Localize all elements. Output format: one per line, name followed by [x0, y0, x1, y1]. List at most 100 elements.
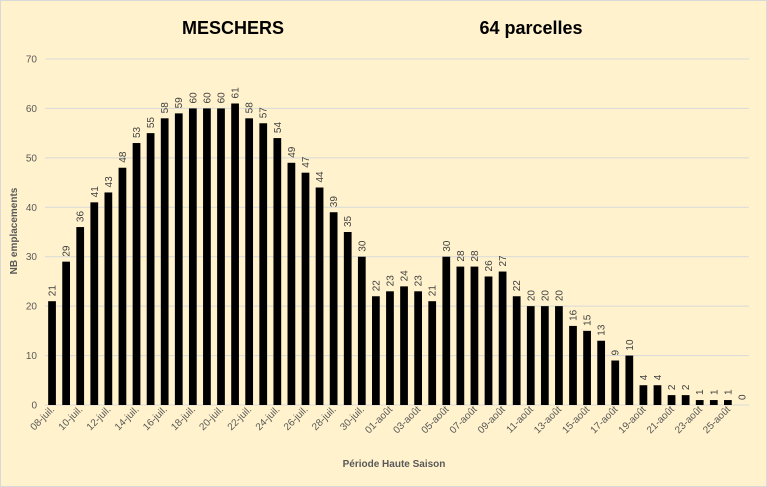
bar: [414, 291, 422, 405]
bar: [132, 143, 141, 405]
x-tick-label: 28-juil.: [310, 404, 339, 433]
bar: [442, 256, 451, 405]
chart-subtitle: 64 parcelles: [479, 18, 582, 38]
bar: [709, 400, 718, 405]
bar: [681, 395, 690, 405]
bar: [583, 330, 591, 405]
y-tick-label: 10: [26, 351, 38, 362]
data-label: 23: [414, 275, 425, 287]
data-label: 13: [597, 324, 608, 336]
bar: [301, 172, 310, 405]
data-label: 36: [76, 210, 87, 222]
data-label: 1: [709, 389, 720, 395]
data-label: 35: [343, 215, 354, 227]
data-label: 4: [639, 374, 650, 380]
x-tick-label: 16-juil.: [141, 404, 170, 433]
data-label: 30: [442, 240, 453, 252]
data-label: 59: [174, 97, 185, 109]
data-label: 57: [259, 107, 270, 119]
bar: [329, 212, 338, 405]
data-label: 58: [160, 102, 171, 114]
x-tick-label: 07-août: [448, 404, 480, 436]
data-label: 0: [737, 394, 748, 400]
x-tick-label: 11-août: [505, 404, 536, 435]
data-label: 48: [118, 151, 129, 163]
data-label: 20: [540, 290, 551, 302]
data-label: 55: [146, 117, 157, 129]
x-tick-label: 24-juil.: [254, 404, 283, 433]
x-tick-label: 23-août: [673, 404, 705, 436]
bar: [653, 385, 662, 405]
data-label: 1: [723, 389, 734, 395]
y-tick-label: 20: [26, 302, 38, 313]
bar: [611, 360, 620, 405]
bar: [639, 385, 648, 405]
x-tick-label: 10-juil.: [57, 404, 86, 433]
data-label: 24: [400, 270, 411, 282]
bar: [118, 167, 127, 405]
y-tick-label: 60: [26, 104, 38, 115]
bar: [456, 266, 465, 405]
data-label: 29: [62, 245, 73, 257]
y-tick-label: 70: [26, 55, 38, 66]
data-label: 2: [681, 384, 692, 390]
bar: [174, 113, 183, 405]
x-axis-ticks: 08-juil. 10-juil. 12-juil. 14-juil. 16-juil.…: [29, 404, 734, 436]
bar: [498, 271, 507, 405]
x-tick-label: 01-août: [363, 404, 395, 436]
x-tick-label: 20-juil.: [198, 404, 227, 433]
bar: [160, 118, 169, 406]
data-label: 30: [357, 240, 368, 252]
y-tick-label: 30: [26, 252, 38, 263]
x-tick-label: 17-août: [589, 404, 621, 436]
data-label: 22: [512, 280, 523, 292]
data-label: 10: [625, 339, 636, 351]
data-label: 28: [456, 250, 467, 262]
data-label: 61: [231, 87, 242, 99]
data-label: 9: [611, 350, 622, 356]
data-label: 20: [526, 290, 537, 302]
x-tick-label: 14-juil.: [113, 404, 142, 433]
bar: [90, 202, 99, 405]
bar: [428, 301, 437, 405]
data-label: 21: [48, 285, 59, 297]
y-tick-label: 0: [31, 401, 37, 412]
bars: [48, 103, 732, 406]
bar: [470, 266, 479, 405]
data-label: 20: [554, 290, 565, 302]
x-tick-label: 21-août: [645, 404, 677, 436]
y-axis-title: NB emplacements: [9, 187, 20, 274]
x-tick-label: 03-août: [391, 404, 423, 436]
bar: [231, 103, 239, 405]
x-tick-label: 15-août: [560, 404, 592, 436]
x-tick-label: 22-juil.: [226, 404, 255, 433]
bar: [188, 108, 197, 405]
data-label: 4: [653, 374, 664, 380]
data-label: 26: [484, 260, 495, 272]
bar: [217, 108, 225, 405]
bar: [526, 306, 535, 405]
y-tick-label: 40: [26, 203, 38, 214]
bar: [203, 108, 211, 405]
data-label: 39: [329, 196, 340, 208]
bar: [724, 400, 732, 405]
data-label: 60: [217, 92, 228, 104]
x-axis-title: Période Haute Saison: [343, 459, 446, 470]
bar: [146, 133, 155, 405]
x-tick-label: 13-août: [532, 404, 564, 436]
data-label: 23: [385, 275, 396, 287]
data-label: 60: [202, 92, 213, 104]
data-label: 1: [695, 389, 706, 395]
bar: [315, 187, 324, 405]
bar: [104, 192, 113, 405]
bar: [512, 296, 521, 405]
bar: [400, 286, 408, 405]
x-tick-label: 09-août: [476, 404, 508, 436]
chart-title: MESCHERS: [182, 18, 284, 38]
x-tick-label: 05-août: [420, 404, 452, 436]
data-label: 41: [90, 186, 101, 198]
bar: [287, 162, 296, 405]
data-label: 58: [245, 102, 256, 114]
